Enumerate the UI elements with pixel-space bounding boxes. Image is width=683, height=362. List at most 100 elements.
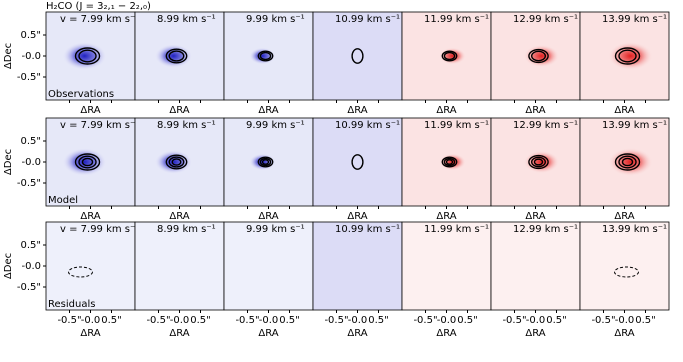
- x-tick-label: -0.0: [526, 315, 546, 326]
- contour: [614, 266, 639, 278]
- contour: [531, 156, 547, 168]
- x-axis-label: ΔRA: [258, 211, 278, 222]
- velocity-label: v = 7.99 km s⁻¹: [60, 120, 139, 131]
- contour: [259, 51, 272, 61]
- contour: [168, 50, 185, 62]
- contour: [171, 158, 182, 166]
- x-axis-label: ΔRA: [436, 211, 456, 222]
- contour: [441, 156, 458, 168]
- emission: [439, 47, 466, 65]
- x-tick-label: 0.5": [101, 315, 122, 326]
- contour: [257, 156, 274, 168]
- contour: [443, 51, 456, 61]
- x-tick-label: -0.5": [324, 315, 348, 326]
- velocity-label: 8.99 km s⁻¹: [157, 14, 216, 25]
- contour: [621, 157, 634, 167]
- x-tick-label: 0.5": [457, 315, 478, 326]
- contour: [441, 50, 458, 62]
- velocity-label: v = 7.99 km s⁻¹: [60, 14, 139, 25]
- x-axis-label: ΔRA: [80, 105, 100, 116]
- contour: [165, 48, 188, 64]
- velocity-label: 13.99 km s⁻¹: [602, 224, 667, 235]
- x-tick-label: -0.5": [591, 315, 615, 326]
- x-axis-label: ΔRA: [525, 211, 545, 222]
- panel-background: [491, 222, 580, 310]
- y-axis-label: ΔDec: [3, 149, 14, 175]
- contour: [259, 157, 272, 167]
- x-axis-label: ΔRA: [258, 328, 278, 339]
- contour: [528, 48, 549, 64]
- contour: [78, 49, 97, 63]
- x-tick-label: -0.5": [146, 315, 170, 326]
- velocity-label: 10.99 km s⁻¹: [335, 14, 400, 25]
- row-label: Observations: [48, 89, 114, 100]
- contour: [614, 47, 641, 65]
- x-tick-label: -0.5": [57, 315, 81, 326]
- panel-background: [135, 222, 224, 310]
- x-axis-label: ΔRA: [347, 211, 367, 222]
- contour: [74, 47, 101, 65]
- y-tick-label: 0.5": [20, 240, 41, 251]
- x-tick-label: -0.0: [615, 315, 635, 326]
- x-tick-label: 0.5": [190, 315, 211, 326]
- contour: [443, 157, 456, 167]
- x-axis-label: ΔRA: [436, 328, 456, 339]
- velocity-label: 12.99 km s⁻¹: [513, 120, 578, 131]
- x-axis-label: ΔRA: [347, 105, 367, 116]
- y-tick-label: -0.0: [21, 261, 41, 272]
- contour: [165, 154, 188, 170]
- velocity-label: 8.99 km s⁻¹: [157, 120, 216, 131]
- x-axis-label: ΔRA: [80, 328, 100, 339]
- velocity-label: 9.99 km s⁻¹: [246, 224, 305, 235]
- x-tick-label: 0.5": [546, 315, 567, 326]
- x-tick-label: 0.5": [279, 315, 300, 326]
- velocity-label: 10.99 km s⁻¹: [335, 120, 400, 131]
- panel-background: [313, 118, 402, 206]
- emission: [249, 47, 276, 65]
- contour: [618, 49, 637, 63]
- emission: [608, 148, 653, 176]
- x-tick-label: -0.0: [437, 315, 457, 326]
- contour: [257, 50, 274, 62]
- row-label: Residuals: [48, 299, 95, 310]
- panel-background: [224, 222, 313, 310]
- panel-background: [46, 222, 135, 310]
- x-axis-label: ΔRA: [525, 105, 545, 116]
- y-tick-label: -0.5": [17, 178, 41, 189]
- contour: [261, 159, 270, 165]
- row-label: Model: [48, 195, 78, 206]
- panel-background: [313, 12, 402, 100]
- y-axis-label: ΔDec: [3, 253, 14, 279]
- contour: [351, 154, 364, 170]
- y-tick-label: 0.5": [20, 30, 41, 41]
- velocity-label: 11.99 km s⁻¹: [424, 120, 489, 131]
- contour: [614, 153, 641, 171]
- figure-title: H₂CO (J = 3₂,₁ − 2₂,₀): [46, 1, 151, 12]
- velocity-label: 13.99 km s⁻¹: [602, 14, 667, 25]
- contour: [78, 155, 97, 169]
- velocity-label: 9.99 km s⁻¹: [246, 120, 305, 131]
- velocity-label: 8.99 km s⁻¹: [157, 224, 216, 235]
- velocity-label: 11.99 km s⁻¹: [424, 224, 489, 235]
- contour: [531, 50, 547, 62]
- x-tick-label: -0.5": [413, 315, 437, 326]
- x-tick-label: -0.0: [259, 315, 279, 326]
- x-tick-label: 0.5": [368, 315, 389, 326]
- x-axis-label: ΔRA: [169, 211, 189, 222]
- x-axis-label: ΔRA: [169, 328, 189, 339]
- y-tick-label: -0.0: [21, 157, 41, 168]
- x-axis-label: ΔRA: [614, 328, 634, 339]
- x-tick-label: -0.0: [81, 315, 101, 326]
- x-axis-label: ΔRA: [614, 211, 634, 222]
- velocity-label: 10.99 km s⁻¹: [335, 224, 400, 235]
- x-axis-label: ΔRA: [80, 211, 100, 222]
- x-axis-label: ΔRA: [347, 328, 367, 339]
- x-tick-label: -0.5": [502, 315, 526, 326]
- contour: [528, 154, 549, 170]
- contour: [168, 156, 185, 168]
- emission: [62, 42, 107, 70]
- y-tick-label: -0.5": [17, 282, 41, 293]
- panel-background: [580, 222, 669, 310]
- contour: [533, 158, 544, 166]
- contour: [81, 157, 94, 167]
